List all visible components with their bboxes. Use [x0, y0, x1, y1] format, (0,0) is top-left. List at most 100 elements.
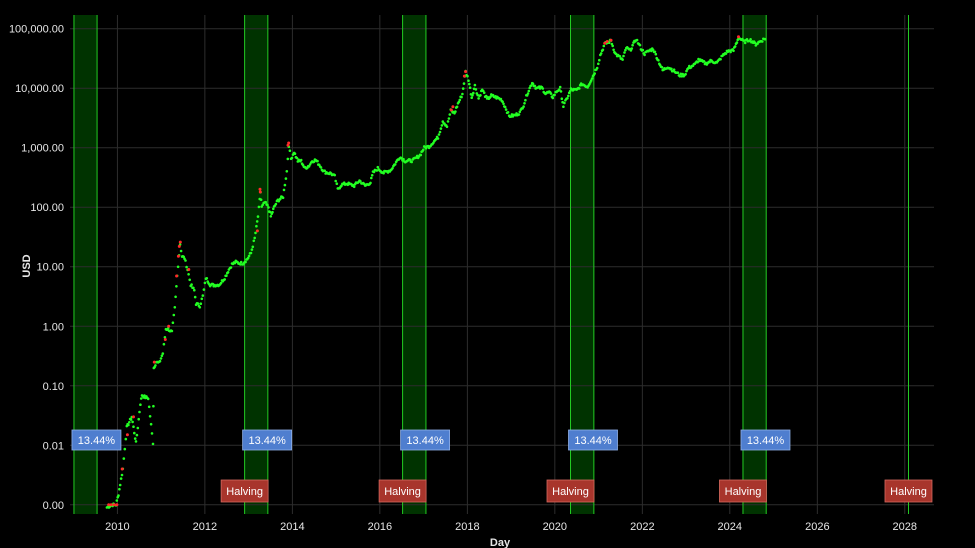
price-point — [246, 256, 250, 260]
percent-label: 13.44% — [71, 429, 122, 451]
price-point — [255, 224, 258, 228]
price-point — [250, 248, 254, 251]
price-point — [118, 487, 121, 491]
price-point — [184, 259, 187, 262]
x-tick-label: 2010 — [105, 521, 129, 533]
price-point — [150, 432, 154, 435]
price-point — [124, 437, 128, 441]
x-tick-label: 2020 — [543, 521, 567, 533]
price-point — [247, 254, 251, 258]
highlight-point — [464, 70, 468, 74]
price-point — [526, 92, 530, 95]
price-point — [279, 197, 282, 200]
price-point — [370, 174, 374, 177]
price-point — [264, 200, 268, 204]
price-point — [599, 52, 603, 55]
price-point — [468, 86, 472, 89]
price-point — [670, 67, 673, 71]
price-point — [352, 185, 356, 189]
price-point — [255, 220, 259, 223]
y-tick-label: 1,000.00 — [21, 143, 64, 155]
price-point — [115, 499, 119, 502]
highlight-point — [112, 503, 116, 507]
price-point — [651, 48, 655, 52]
price-point — [138, 410, 141, 414]
price-point — [708, 60, 711, 64]
price-point — [660, 65, 664, 69]
price-point — [139, 403, 142, 407]
percent-label: 13.44% — [242, 429, 293, 451]
halving-label-text: Halving — [552, 486, 589, 498]
price-point — [641, 48, 645, 52]
highlight-point — [605, 40, 609, 43]
price-point — [118, 483, 122, 487]
price-point — [635, 38, 639, 42]
price-point — [219, 281, 223, 285]
price-point — [307, 165, 311, 168]
price-point — [733, 45, 737, 48]
highlight-point — [287, 141, 291, 145]
shaded-period — [244, 15, 268, 514]
price-point — [590, 77, 594, 80]
price-point — [471, 93, 474, 97]
percent-label-box — [400, 429, 450, 451]
x-tick-label: 2022 — [630, 521, 654, 533]
price-point — [285, 170, 289, 173]
price-point — [523, 102, 526, 105]
y-tick-label: 10.00 — [36, 262, 64, 274]
price-point — [256, 215, 260, 218]
shaded-period — [402, 15, 426, 514]
percent-label-text: 13.44% — [747, 435, 785, 447]
price-point — [470, 96, 474, 99]
price-point — [161, 352, 165, 355]
price-point — [560, 97, 564, 100]
price-point — [129, 418, 133, 421]
price-point — [763, 37, 767, 41]
price-point — [254, 231, 257, 235]
price-point — [223, 278, 226, 281]
price-point — [259, 198, 263, 201]
price-point — [393, 163, 397, 166]
price-point — [269, 215, 273, 218]
highlight-point — [449, 108, 453, 112]
price-point — [119, 477, 123, 480]
price-point — [473, 83, 477, 87]
price-point — [445, 125, 449, 129]
y-tick-label: 10,000.00 — [15, 83, 64, 95]
price-point — [566, 97, 569, 100]
price-point — [196, 302, 200, 305]
price-point — [128, 421, 131, 424]
halving-label-box — [719, 479, 767, 503]
highlight-point — [462, 74, 466, 78]
y-tick-label: 100,000.00 — [9, 24, 64, 36]
halving-label: Halving — [884, 479, 933, 503]
price-point — [200, 297, 204, 301]
percent-label: 13.44% — [400, 429, 450, 451]
percent-label-text: 13.44% — [248, 435, 286, 447]
percent-label-box — [242, 429, 293, 451]
percent-label-box — [568, 429, 618, 451]
price-point — [624, 48, 627, 52]
price-point — [293, 152, 297, 155]
price-point — [225, 274, 228, 278]
price-point — [506, 111, 510, 114]
price-point — [702, 60, 706, 63]
price-point — [146, 397, 150, 401]
price-point — [455, 105, 459, 109]
x-tick-label: 2014 — [280, 521, 304, 533]
price-point — [679, 72, 683, 76]
price-point — [458, 98, 462, 102]
halving-label-text: Halving — [725, 486, 762, 498]
highlight-point — [286, 143, 290, 147]
price-point — [448, 113, 452, 116]
price-point — [190, 283, 193, 286]
price-point — [288, 149, 292, 152]
price-point — [553, 93, 556, 97]
price-point — [391, 167, 394, 170]
price-point — [618, 55, 622, 58]
price-point — [558, 85, 562, 89]
price-point — [474, 88, 478, 91]
x-tick-labels: 2010 2012 2014 2016 2018 2020 2022 2024 2026 2028 — [105, 521, 917, 533]
price-point — [437, 133, 441, 136]
y-tick-label: 0.01 — [43, 440, 64, 452]
